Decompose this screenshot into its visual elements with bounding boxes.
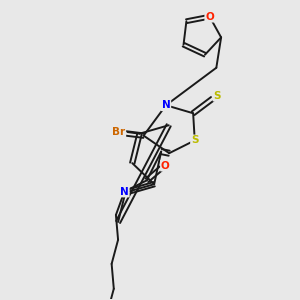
Text: N: N xyxy=(120,187,129,196)
Text: O: O xyxy=(205,12,214,22)
Text: O: O xyxy=(114,128,123,137)
Text: N: N xyxy=(162,100,170,110)
Text: Br: Br xyxy=(112,127,125,137)
Text: S: S xyxy=(191,135,199,146)
Text: O: O xyxy=(161,161,170,171)
Text: S: S xyxy=(213,91,221,101)
